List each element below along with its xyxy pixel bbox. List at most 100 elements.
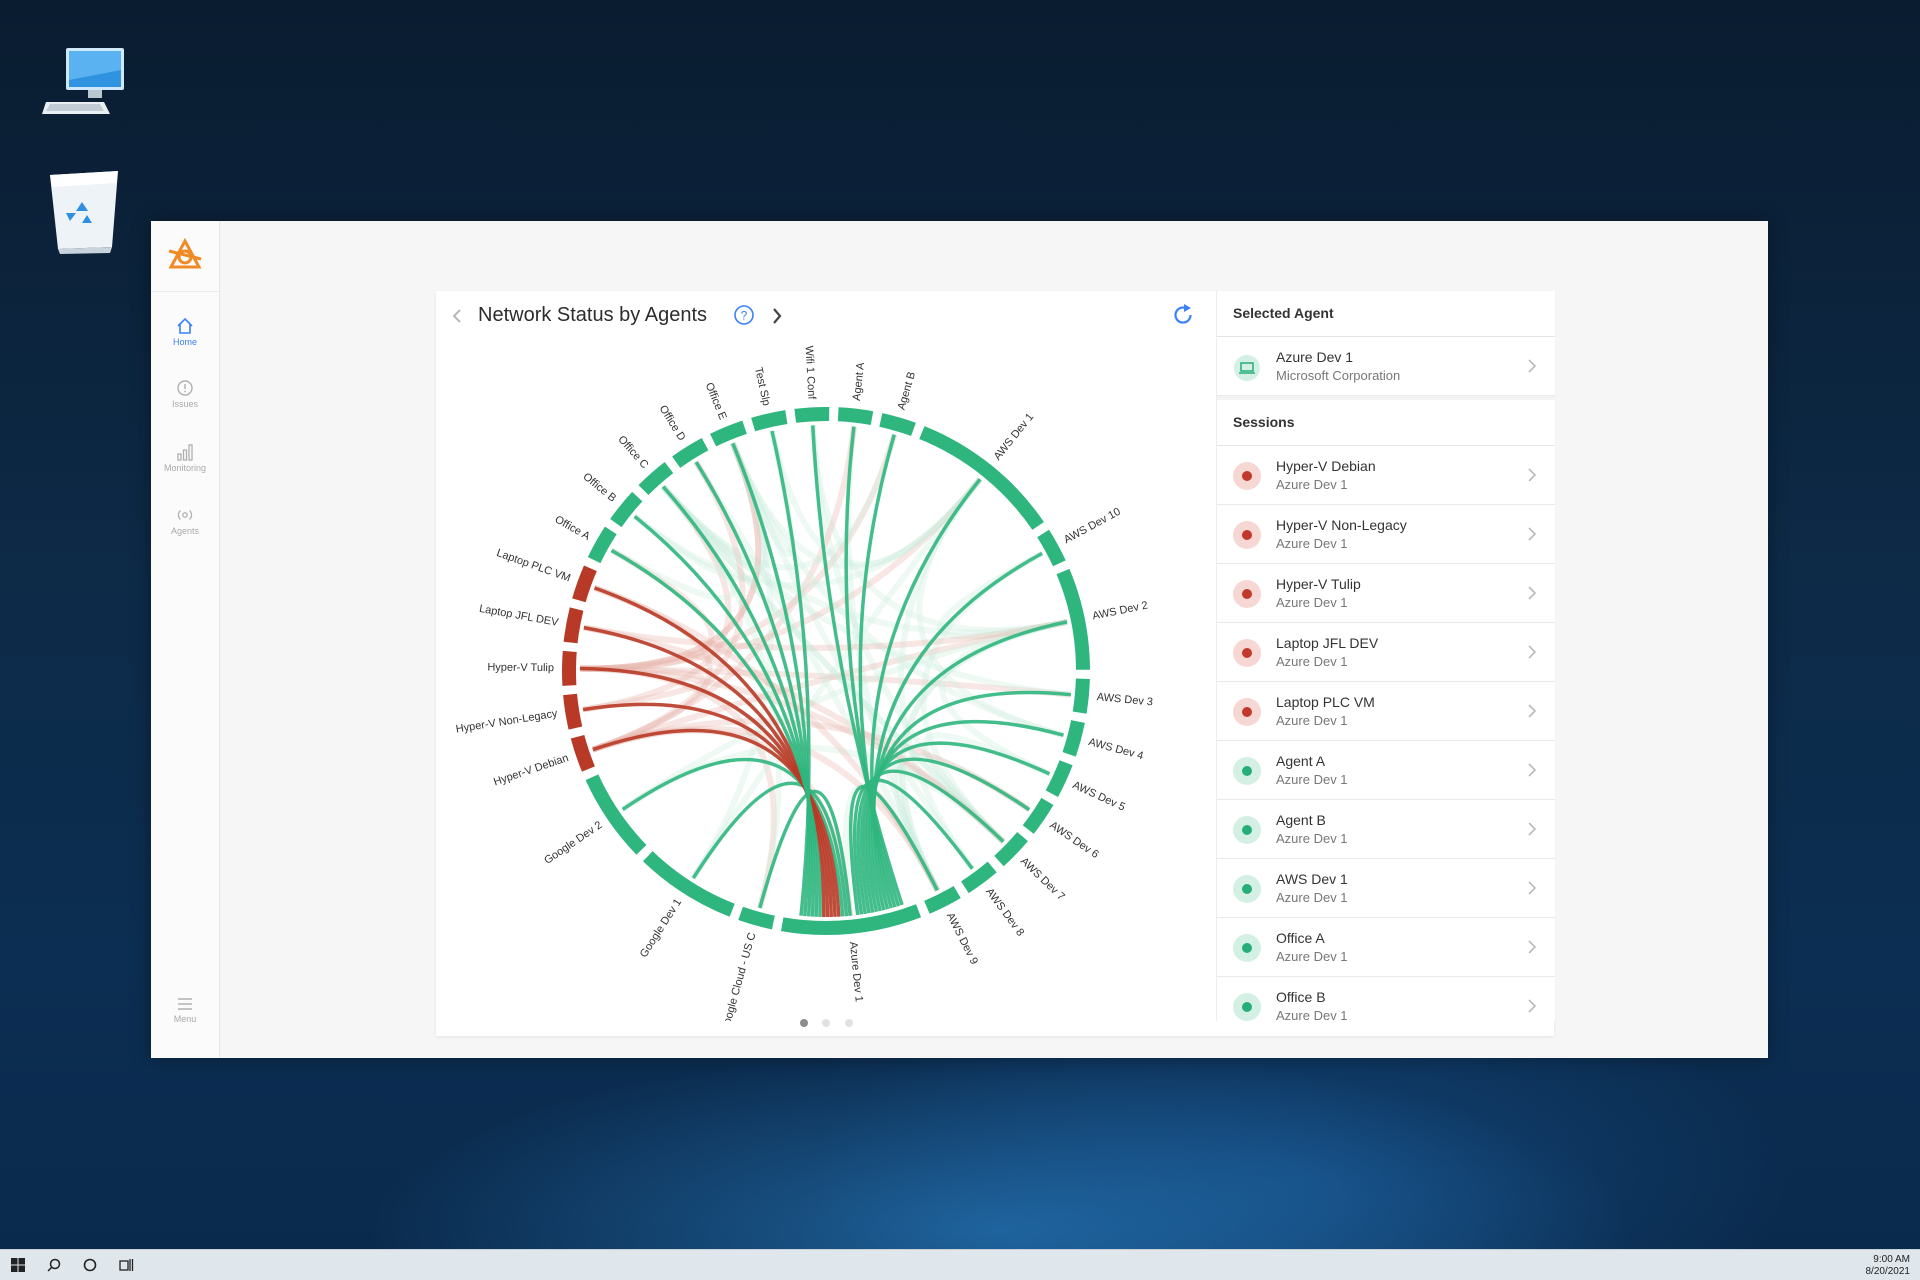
sessions-header: Sessions xyxy=(1217,400,1555,446)
session-row[interactable]: Laptop JFL DEV Azure Dev 1 xyxy=(1217,623,1555,682)
chord-link xyxy=(610,548,822,917)
sidebar-item-home[interactable]: Home xyxy=(151,317,219,369)
chord-faint-link xyxy=(583,618,1068,651)
refresh-icon[interactable] xyxy=(1170,302,1196,333)
status-dot-inner xyxy=(1242,1002,1252,1012)
chord-arc xyxy=(751,410,788,432)
chord-arc xyxy=(924,885,961,914)
chevron-right-icon xyxy=(1527,467,1537,488)
chord-arc xyxy=(562,650,577,686)
page-dot[interactable] xyxy=(822,1019,831,1027)
sidebar-item-label: Issues xyxy=(171,399,198,409)
selected-agent-name: Azure Dev 1 xyxy=(1276,349,1354,365)
chevron-left-icon[interactable] xyxy=(450,307,464,330)
session-agent: Azure Dev 1 xyxy=(1276,949,1348,964)
page-dot[interactable] xyxy=(800,1019,808,1027)
recycle-bin-icon[interactable] xyxy=(40,165,130,255)
session-row[interactable]: Office B Azure Dev 1 xyxy=(1217,977,1555,1021)
app-logo-icon[interactable] xyxy=(165,237,205,277)
clock-time: 9:00 AM xyxy=(1873,1254,1910,1265)
chord-arc xyxy=(794,407,830,423)
clock-date: 8/20/2021 xyxy=(1865,1266,1911,1277)
session-agent: Azure Dev 1 xyxy=(1276,1008,1348,1021)
chord-label: Hyper-V Debian xyxy=(492,752,570,788)
sidebar-divider xyxy=(151,291,219,292)
session-row[interactable]: Hyper-V Debian Azure Dev 1 xyxy=(1217,446,1555,505)
chord-label: Google Dev 1 xyxy=(638,897,684,960)
chord-link xyxy=(811,425,904,906)
session-name: Office B xyxy=(1276,989,1326,1005)
session-row[interactable]: Laptop PLC VM Azure Dev 1 xyxy=(1217,682,1555,741)
chord-link xyxy=(691,781,849,917)
chevron-right-icon xyxy=(1527,998,1537,1019)
session-agent: Azure Dev 1 xyxy=(1276,831,1348,846)
chord-label: AWS Dev 9 xyxy=(944,911,980,967)
cortana-icon[interactable] xyxy=(82,1257,98,1278)
session-row[interactable]: Office A Azure Dev 1 xyxy=(1217,918,1555,977)
session-name: Laptop PLC VM xyxy=(1276,694,1375,710)
hamburger-icon xyxy=(178,998,192,1010)
page-indicator xyxy=(800,1014,863,1032)
sidebar-item-label: Agents xyxy=(170,526,200,536)
task-view-icon[interactable] xyxy=(118,1257,134,1278)
chord-link xyxy=(694,461,813,917)
sidebar-item-issues[interactable]: Issues xyxy=(151,379,219,431)
session-row[interactable]: Agent A Azure Dev 1 xyxy=(1217,741,1555,800)
laptop-icon xyxy=(1233,355,1261,386)
session-list: Hyper-V Debian Azure Dev 1 Hyper-V Non-Leg… xyxy=(1217,446,1555,1021)
chord-label: Office B xyxy=(580,471,618,505)
help-icon[interactable]: ? xyxy=(733,304,755,331)
system-clock[interactable]: 9:00 AM 8/20/2021 xyxy=(1866,1254,1911,1278)
session-row[interactable]: Hyper-V Tulip Azure Dev 1 xyxy=(1217,564,1555,623)
chord-link xyxy=(872,551,1043,910)
chord-link xyxy=(661,485,816,917)
chord-label: Test Slp xyxy=(752,366,772,407)
chord-label: Laptop PLC VM xyxy=(495,547,572,585)
chevron-right-icon[interactable] xyxy=(770,306,784,331)
chord-label: AWS Dev 7 xyxy=(1018,855,1067,903)
selected-agent-row[interactable]: Azure Dev 1 Microsoft Corporation xyxy=(1217,337,1555,396)
windows-start-icon[interactable] xyxy=(10,1257,26,1278)
chord-faint-link xyxy=(579,442,762,672)
chord-chart[interactable]: Wifi 1 Conf Agent A Agent B AWS Dev 1 AWS De… xyxy=(436,341,1216,1034)
chevron-right-icon xyxy=(1527,880,1537,901)
chord-link xyxy=(852,778,974,915)
sidebar-item-monitoring[interactable]: Monitoring xyxy=(151,443,219,495)
session-agent: Azure Dev 1 xyxy=(1276,772,1348,787)
chord-faint-link xyxy=(632,477,983,589)
search-icon[interactable] xyxy=(46,1257,62,1278)
this-pc-icon[interactable] xyxy=(40,40,130,130)
chord-label: Agent A xyxy=(851,361,867,401)
selected-agent-org: Microsoft Corporation xyxy=(1276,368,1401,383)
card-header: Network Status by Agents ? xyxy=(436,291,1216,341)
page-dot[interactable] xyxy=(844,1019,853,1027)
chevron-right-icon xyxy=(1527,821,1537,842)
session-row[interactable]: Agent B Azure Dev 1 xyxy=(1217,800,1555,859)
svg-text:?: ? xyxy=(741,309,748,323)
chevron-right-icon xyxy=(1527,762,1537,783)
sidebar-menu-button[interactable]: Menu xyxy=(151,996,219,1048)
chevron-right-icon xyxy=(1527,526,1537,547)
chord-link xyxy=(859,757,1031,914)
status-dot-icon xyxy=(1233,875,1261,903)
status-dot-inner xyxy=(1242,707,1252,717)
chord-arc xyxy=(642,851,735,917)
chord-link xyxy=(865,720,1064,913)
chord-link xyxy=(844,426,901,907)
session-row[interactable]: Hyper-V Non-Legacy Azure Dev 1 xyxy=(1217,505,1555,564)
home-icon xyxy=(177,317,193,334)
chord-label: AWS Dev 1 xyxy=(992,411,1037,463)
chord-faint-link xyxy=(729,442,983,570)
session-name: Hyper-V Tulip xyxy=(1276,576,1361,592)
chord-label: Azure Dev 1 xyxy=(847,941,865,1002)
chord-faint-link xyxy=(660,484,1006,844)
sidebar-item-label: Monitoring xyxy=(163,463,207,473)
chord-link xyxy=(870,478,982,909)
chord-label: Wifi 1 Conf xyxy=(803,345,818,400)
chord-label: Google Dev 2 xyxy=(542,819,604,867)
session-row[interactable]: AWS Dev 1 Azure Dev 1 xyxy=(1217,859,1555,918)
chord-faint-link xyxy=(660,484,1006,844)
sidebar-item-agents[interactable]: Agents xyxy=(151,506,219,558)
chord-link xyxy=(848,784,939,916)
session-name: Laptop JFL DEV xyxy=(1276,635,1379,651)
